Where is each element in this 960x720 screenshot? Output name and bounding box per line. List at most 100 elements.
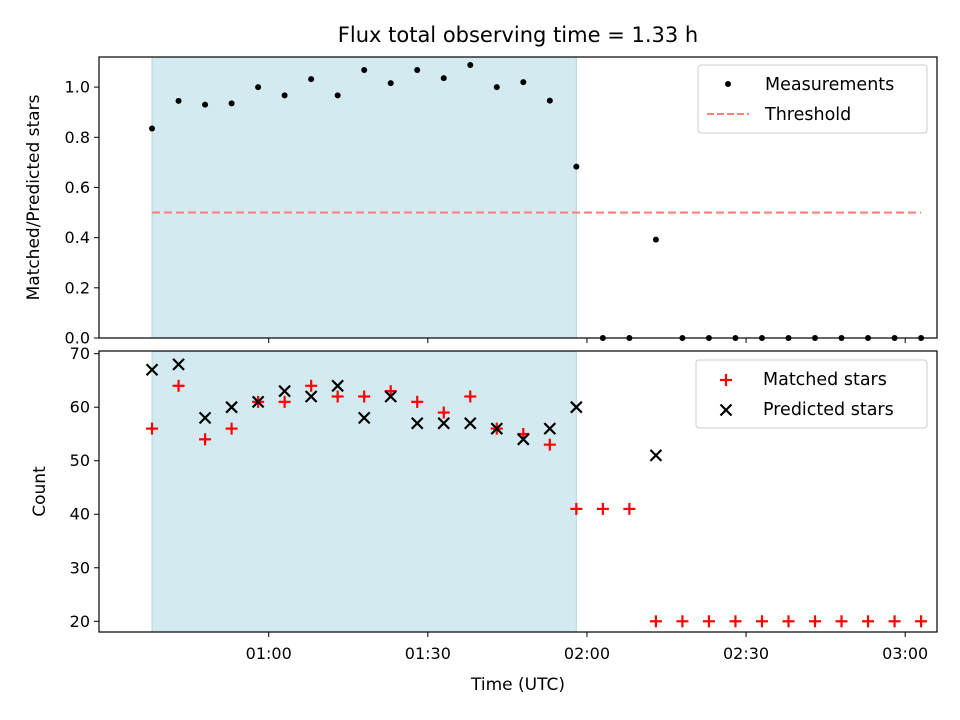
legend-matched-marker: [720, 374, 732, 386]
y-tick-label: 1.0: [65, 78, 90, 97]
matched-star-point: [915, 615, 928, 628]
predicted-star-point: [410, 416, 424, 430]
measurement-point: [149, 125, 156, 132]
bottom-legend-box: [695, 359, 928, 429]
x-tick-label: 02:00: [564, 644, 610, 663]
y-tick-label: 0.8: [65, 128, 90, 147]
measurement-point: [228, 100, 235, 107]
matched-star-point: [464, 390, 477, 403]
y-tick-label: 60: [70, 398, 90, 417]
predicted-star-point: [517, 433, 530, 446]
measurement-point: [387, 80, 394, 87]
y-tick-label: 0.2: [65, 278, 90, 297]
matched-star-point: [755, 615, 768, 628]
legend-plus-glyph: [720, 374, 732, 386]
matched-star-point: [623, 502, 636, 515]
chart-title: Flux total observing time = 1.33 h: [338, 23, 698, 47]
matched-star-point: [862, 615, 875, 628]
top-x-ticks: [268, 338, 906, 343]
top-y-ticks: 0.0 0.2 0.4 0.6 0.8 1.0: [65, 78, 99, 348]
legend-measurements-label: Measurements: [765, 75, 894, 95]
bottom-series-layer: [145, 358, 928, 628]
matched-star-point: [411, 395, 424, 408]
matched-star-point: [782, 615, 795, 628]
y-tick-label: 0.6: [65, 178, 90, 197]
legend-threshold-label: Threshold: [764, 105, 851, 125]
measurement-point: [652, 236, 659, 243]
measurement-point: [281, 92, 288, 99]
top-legend: Measurements Threshold: [697, 64, 928, 134]
measurement-point: [255, 84, 262, 91]
x-axis-label: Time (UTC): [470, 675, 565, 695]
x-tick-label: 03:00: [882, 644, 928, 663]
predicted-star-point: [331, 379, 344, 393]
matched-star-point: [729, 615, 742, 628]
matched-star-point: [305, 379, 318, 392]
predicted-star-point: [145, 363, 159, 377]
legend-measurements-marker: [725, 81, 731, 87]
matched-star-point: [278, 395, 291, 408]
y-tick-label: 40: [70, 505, 90, 524]
matched-star-point: [146, 422, 159, 435]
y-tick-label: 0.4: [65, 228, 90, 247]
measurement-point: [414, 67, 421, 74]
matched-star-point: [225, 422, 238, 435]
y-tick-label: 30: [70, 558, 90, 577]
predicted-star-point: [490, 422, 504, 435]
matched-star-point: [809, 615, 822, 628]
top-series-layer: [149, 62, 925, 341]
predicted-star-point: [649, 449, 663, 462]
predicted-star-point: [278, 384, 291, 398]
bottom-y-axis-label: Count: [30, 466, 50, 517]
bottom-x-ticks: 01:00 01:30 02:00 02:30 03:00: [246, 632, 928, 663]
measurement-point: [334, 92, 341, 99]
matched-star-point: [570, 502, 583, 515]
measurement-point: [308, 76, 315, 83]
measurement-point: [467, 62, 474, 69]
measurement-point: [493, 84, 500, 91]
bottom-legend: Matched stars Predicted stars: [695, 359, 928, 429]
top-legend-box: [697, 64, 928, 134]
measurement-point: [440, 75, 447, 82]
top-shaded-region: [151, 56, 577, 339]
predicted-star-point: [251, 395, 265, 409]
bottom-panel: 20 30 40 50 60 70 01:00 01:30 02:00 02:30 03:00 C…: [30, 344, 938, 695]
predicted-star-point: [198, 411, 212, 425]
bottom-axes-frame: [98, 350, 938, 633]
predicted-star-point: [543, 422, 557, 435]
matched-star-point: [172, 379, 185, 392]
predicted-star-point: [463, 416, 477, 430]
measurement-point: [202, 101, 209, 108]
matched-star-point: [437, 406, 450, 419]
legend-matched-label: Matched stars: [763, 370, 887, 390]
legend-x-glyph: [719, 403, 733, 417]
matched-star-point: [888, 615, 901, 628]
matched-star-point: [676, 615, 689, 628]
matched-star-point: [543, 438, 556, 451]
legend-predicted-label: Predicted stars: [763, 400, 894, 420]
predicted-star-point: [225, 400, 238, 414]
measurement-point: [573, 163, 580, 170]
measurement-point: [520, 79, 527, 86]
legend-predicted-marker: [719, 403, 733, 417]
predicted-star-point: [570, 400, 583, 414]
measurement-point: [546, 97, 553, 104]
y-tick-label: 50: [70, 451, 90, 470]
x-tick-label: 02:30: [723, 644, 769, 663]
measurement-point: [175, 97, 182, 104]
y-tick-label: 70: [70, 344, 90, 363]
bottom-y-ticks: 20 30 40 50 60 70: [70, 344, 99, 631]
predicted-star-point: [384, 390, 397, 403]
y-tick-label: 20: [70, 612, 90, 631]
predicted-star-point: [172, 358, 185, 371]
x-tick-label: 01:00: [246, 644, 292, 663]
top-axes-frame: [98, 56, 938, 339]
matched-star-point: [358, 390, 371, 403]
matched-star-point: [649, 615, 662, 628]
matched-star-point: [596, 502, 609, 515]
matched-star-point: [199, 433, 212, 446]
measurement-point: [361, 67, 368, 74]
y-tick-label: 0.0: [65, 329, 90, 348]
top-panel: 0.0 0.2 0.4 0.6 0.8 1.0 Flux total observing …: [24, 23, 938, 348]
